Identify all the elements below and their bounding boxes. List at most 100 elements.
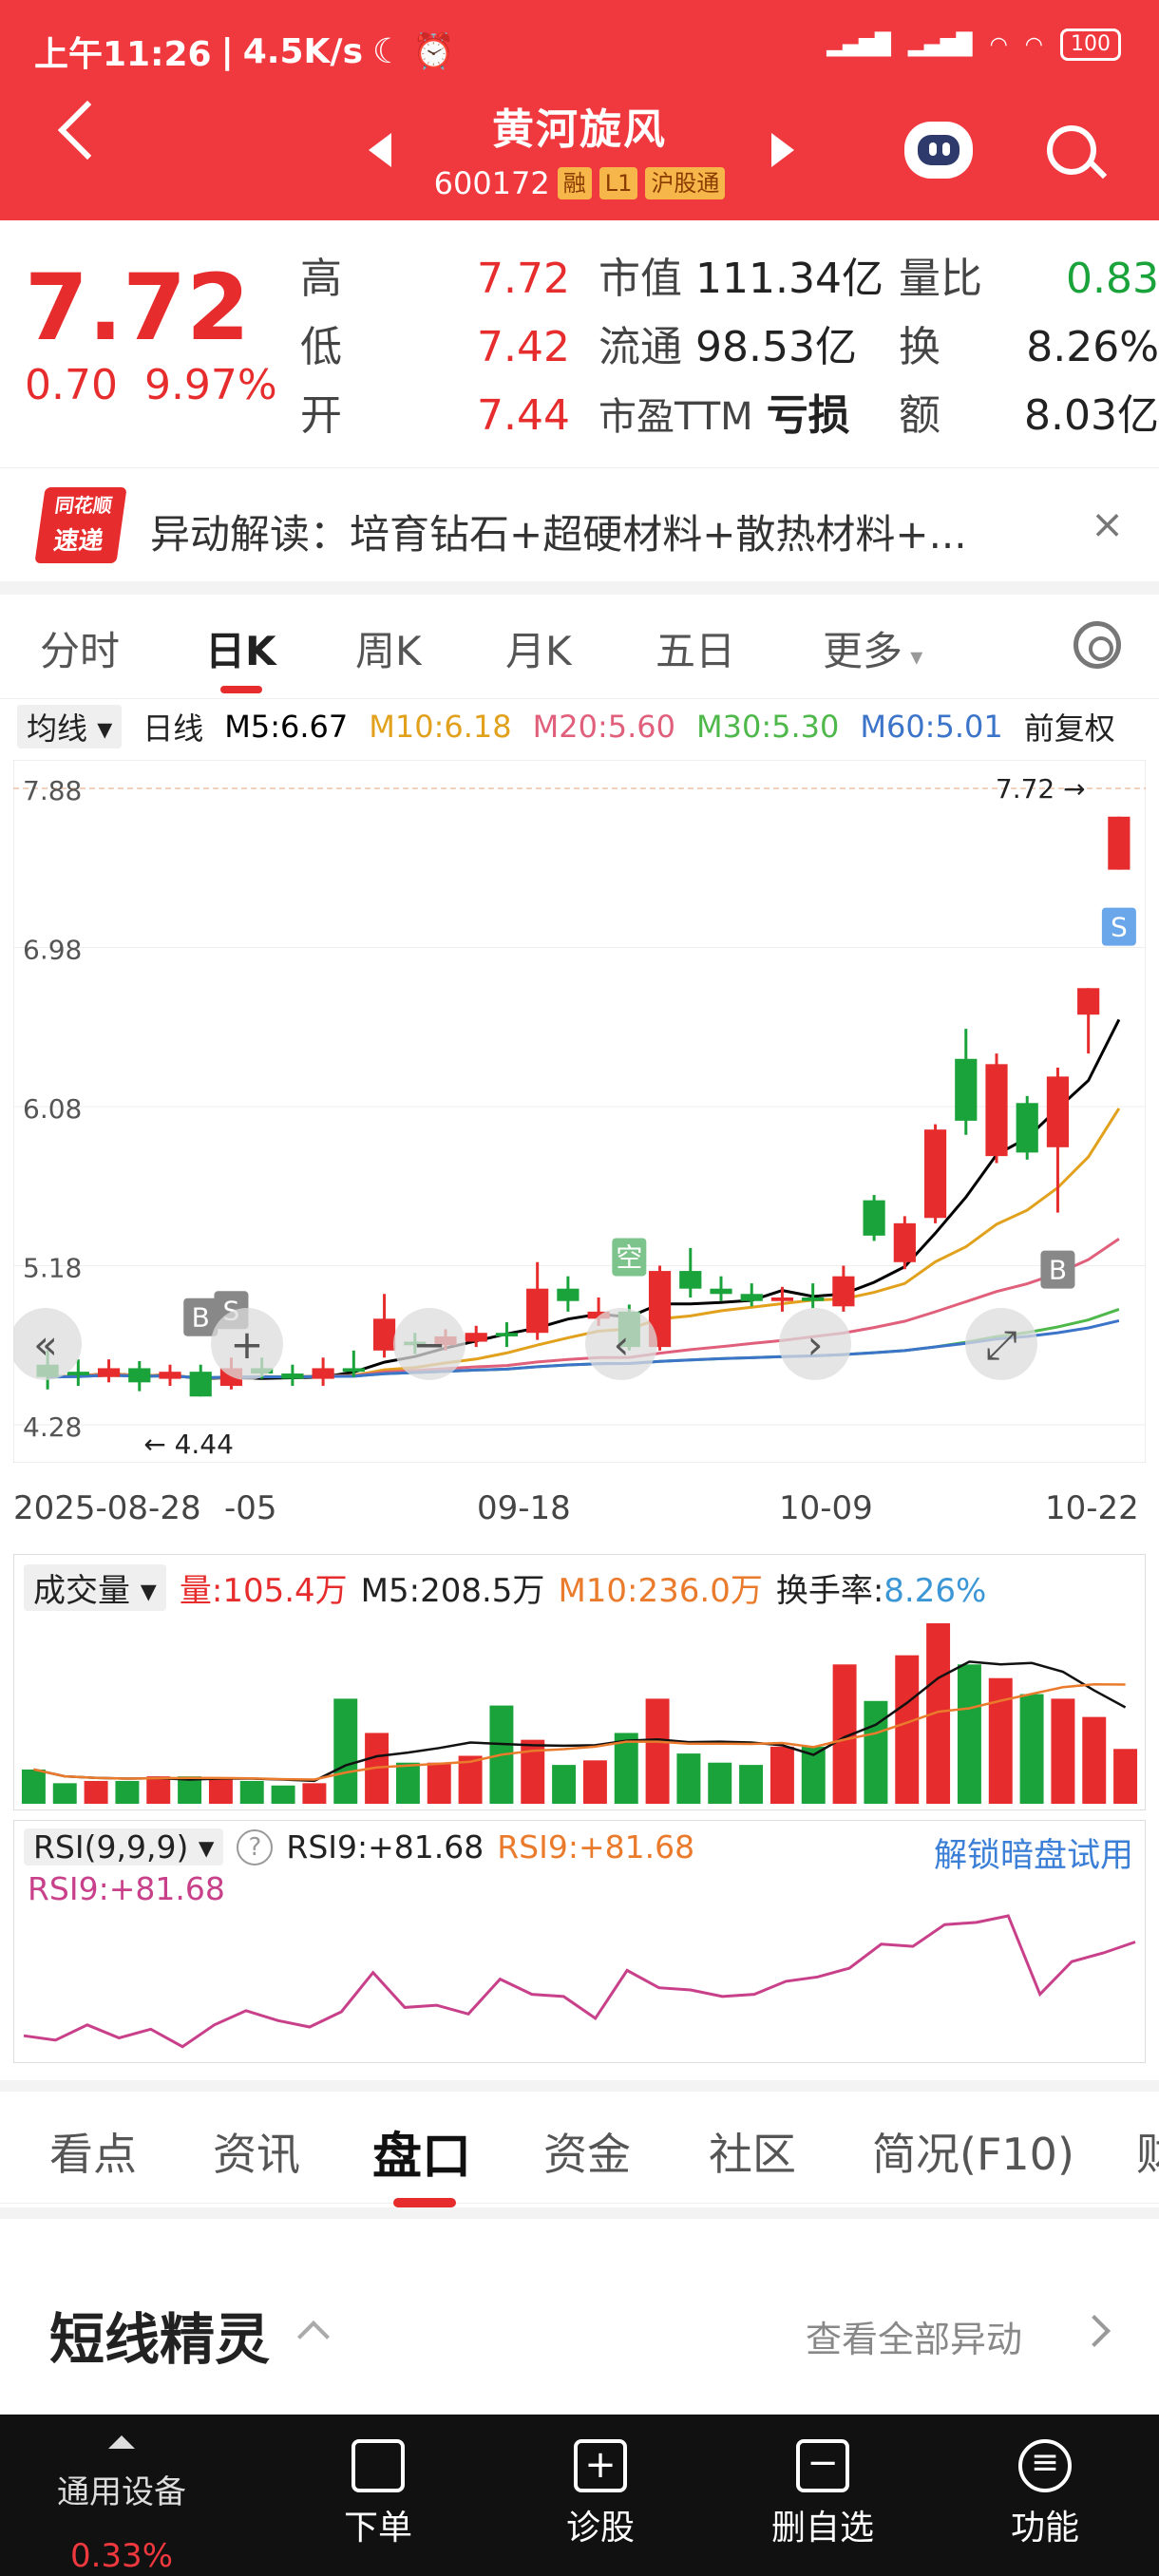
quote-labels-1: 高 低 开 bbox=[300, 255, 342, 440]
chart-control-icon: « bbox=[33, 1321, 58, 1368]
candle-body bbox=[1046, 1076, 1070, 1147]
tab-five-day[interactable]: 五日 bbox=[656, 628, 736, 674]
ma60-value: M60:5.01 bbox=[860, 709, 1003, 745]
tab-finance[interactable]: 财 bbox=[1136, 2129, 1159, 2180]
stock-title: 黄河旋风 600172 融 L1 沪股通 bbox=[361, 95, 798, 201]
help-icon[interactable]: ? bbox=[237, 1828, 274, 1866]
settings-icon[interactable] bbox=[1074, 621, 1121, 669]
nav-order[interactable]: 下单 bbox=[302, 2439, 454, 2549]
next-stock-icon[interactable] bbox=[771, 133, 794, 167]
chart-control-icon: ‹ bbox=[614, 1321, 630, 1368]
quote-labels-3: 量比 换 额 bbox=[899, 255, 982, 440]
volume-selector[interactable]: 成交量 ▾ bbox=[24, 1564, 166, 1611]
wifi-icon: ◠ bbox=[989, 32, 1008, 57]
volume-bar bbox=[1019, 1694, 1044, 1804]
rsi-selector[interactable]: RSI(9,9,9) ▾ bbox=[24, 1828, 224, 1866]
nav-function[interactable]: ≡ 功能 bbox=[969, 2439, 1121, 2549]
view-all-link[interactable]: 查看全部异动 bbox=[806, 2319, 1023, 2360]
section-title: 短线精灵 bbox=[49, 2307, 271, 2372]
date-label: -05 bbox=[224, 1489, 277, 1527]
search-icon[interactable] bbox=[1047, 125, 1096, 175]
unlock-dark-pool-link[interactable]: 解锁暗盘试用 bbox=[933, 1837, 1133, 1875]
chevron-right-icon[interactable] bbox=[1078, 2315, 1111, 2347]
tag-margin: 融 bbox=[557, 167, 592, 199]
stock-name: 黄河旋风 bbox=[492, 105, 667, 154]
signal-marker bbox=[1101, 907, 1136, 946]
date-label: 2025-08-28 bbox=[13, 1489, 201, 1527]
quote-panel: 7.72 0.70 9.97% 高 低 开 7.72 7.42 7.44 市值 … bbox=[0, 220, 1159, 467]
candle-body bbox=[1077, 988, 1100, 1015]
active-tab-indicator bbox=[393, 2198, 456, 2207]
chart-control-button bbox=[965, 1308, 1037, 1380]
quote-labels-2: 市值 111.34亿 流通 98.53亿 市盈TTM 亏损 bbox=[598, 255, 884, 440]
nav-diagnose[interactable]: + 诊股 bbox=[524, 2439, 676, 2549]
signal-marker-label: S bbox=[1111, 912, 1128, 943]
adjust-mode[interactable]: 前复权 bbox=[1023, 710, 1115, 747]
top-header: 上午11:26 | 4.5K/s ☾ ⏰ ▂▄▆█ ▂▄▆█ ◠ ◠ 100 黄… bbox=[0, 0, 1159, 220]
candle-body bbox=[189, 1372, 212, 1397]
volume-ma-line bbox=[33, 1682, 1126, 1781]
collapse-icon[interactable] bbox=[297, 2320, 330, 2353]
signal-marker-label: 空 bbox=[616, 1241, 642, 1273]
notice-text: 异动解读：培育钻石+超硬材料+散热材料+... bbox=[150, 511, 967, 558]
tab-more[interactable]: 更多 ▾ bbox=[823, 628, 923, 674]
nav-remove-watchlist[interactable]: − 删自选 bbox=[770, 2439, 874, 2548]
back-button[interactable] bbox=[57, 100, 118, 161]
volume-bar bbox=[582, 1760, 607, 1804]
volume-bar bbox=[645, 1698, 670, 1804]
remove-icon: − bbox=[796, 2439, 849, 2492]
robot-assistant-icon[interactable] bbox=[904, 122, 973, 179]
volume-bar bbox=[333, 1698, 358, 1804]
candle-body bbox=[648, 1271, 672, 1348]
candle-body bbox=[97, 1368, 121, 1377]
battery-indicator: 100 bbox=[1060, 28, 1121, 61]
volume-bar bbox=[427, 1762, 451, 1804]
ma-selector[interactable]: 均线 ▾ bbox=[17, 705, 123, 748]
last-price: 7.72 bbox=[25, 255, 250, 361]
tab-orderbook[interactable]: 盘口 bbox=[372, 2129, 472, 2186]
news-notice[interactable]: 同花顺 速递 异动解读：培育钻石+超硬材料+散热材料+... × bbox=[0, 467, 1159, 581]
tag-level: L1 bbox=[598, 167, 638, 199]
close-icon[interactable]: × bbox=[1091, 501, 1125, 547]
short-line-sprite: 短线精灵 查看全部异动 bbox=[0, 2207, 1159, 2416]
tab-news[interactable]: 资讯 bbox=[213, 2129, 300, 2180]
volume-bar bbox=[239, 1780, 264, 1804]
quote-values-3: 0.83 8.26% 8.03亿 bbox=[1024, 255, 1159, 440]
tab-weekly[interactable]: 周K bbox=[355, 628, 422, 674]
candle-body bbox=[770, 1297, 794, 1301]
volume-bar bbox=[208, 1778, 233, 1804]
volume-bar bbox=[21, 1769, 46, 1804]
chart-period-tabs: 分时 日K 周K 月K 五日 更多 ▾ bbox=[0, 595, 1159, 699]
candle-body bbox=[281, 1373, 304, 1379]
chart-control-icon: − bbox=[412, 1321, 446, 1368]
candle-body bbox=[923, 1129, 947, 1219]
volume-m5: M5:208.5万 bbox=[360, 1572, 545, 1610]
volume-bar bbox=[146, 1776, 171, 1804]
tab-intraday[interactable]: 分时 bbox=[40, 628, 121, 674]
volume-bar bbox=[115, 1780, 140, 1804]
volume-bar bbox=[458, 1755, 483, 1804]
candle-body bbox=[740, 1294, 763, 1301]
volume-value: 量:105.4万 bbox=[179, 1572, 348, 1610]
candle-body bbox=[128, 1368, 151, 1383]
low-price-label: ← 4.44 bbox=[143, 1429, 234, 1460]
diagnose-icon: + bbox=[574, 2439, 627, 2492]
sector-indicator[interactable]: 通用设备 0.33% bbox=[57, 2435, 186, 2575]
candle-body bbox=[1108, 816, 1130, 870]
tag-connect: 沪股通 bbox=[645, 167, 726, 199]
tab-daily[interactable]: 日K bbox=[205, 628, 276, 674]
candlestick-chart[interactable]: 7.886.986.085.184.28B S空 BS7.72 →← 4.44« + −… bbox=[13, 760, 1146, 1463]
date-axis: 2025-08-28 -05 09-18 10-09 10-22 bbox=[13, 1489, 1146, 1533]
candle-body bbox=[1016, 1103, 1038, 1153]
tab-highlights[interactable]: 看点 bbox=[49, 2129, 137, 2180]
tab-f10[interactable]: 简况(F10) bbox=[872, 2129, 1074, 2180]
volume-bar bbox=[1051, 1698, 1075, 1804]
candle-body bbox=[587, 1311, 610, 1319]
tab-community[interactable]: 社区 bbox=[709, 2129, 796, 2180]
signal-marker bbox=[183, 1297, 218, 1336]
prev-stock-icon[interactable] bbox=[369, 133, 391, 167]
tab-monthly[interactable]: 月K bbox=[505, 628, 572, 674]
candle-body bbox=[893, 1222, 916, 1262]
order-icon bbox=[352, 2439, 405, 2492]
tab-capital[interactable]: 资金 bbox=[543, 2129, 631, 2180]
